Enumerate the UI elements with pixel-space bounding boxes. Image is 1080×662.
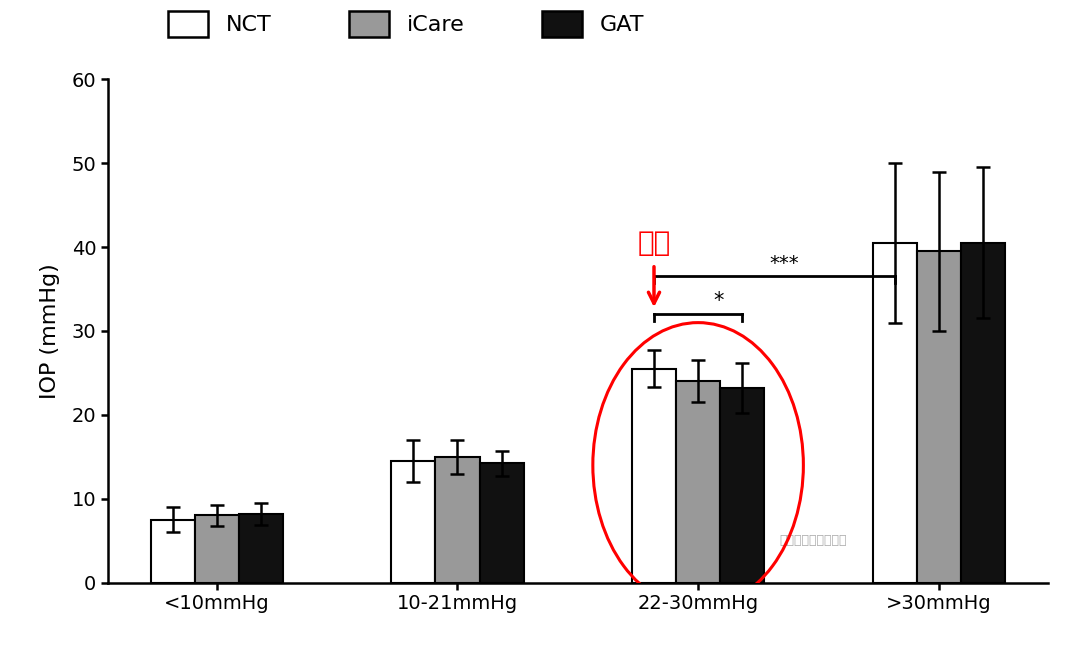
- Bar: [239, 514, 283, 583]
- Bar: [961, 243, 1004, 583]
- Text: *: *: [713, 291, 724, 311]
- Bar: [151, 520, 194, 583]
- Bar: [873, 243, 917, 583]
- Bar: [435, 457, 480, 583]
- Bar: [391, 461, 435, 583]
- Bar: [917, 252, 961, 583]
- Bar: [632, 369, 676, 583]
- Bar: [720, 388, 765, 583]
- Legend: NCT, iCare, GAT: NCT, iCare, GAT: [157, 0, 656, 48]
- Bar: [676, 381, 720, 583]
- Bar: [480, 463, 524, 583]
- Text: 梅医生的视光工作室: 梅医生的视光工作室: [779, 534, 847, 547]
- Y-axis label: IOP (mmHg): IOP (mmHg): [40, 263, 60, 399]
- Text: ***: ***: [770, 254, 799, 273]
- Bar: [194, 516, 239, 583]
- Text: 偏高: 偏高: [637, 229, 671, 258]
